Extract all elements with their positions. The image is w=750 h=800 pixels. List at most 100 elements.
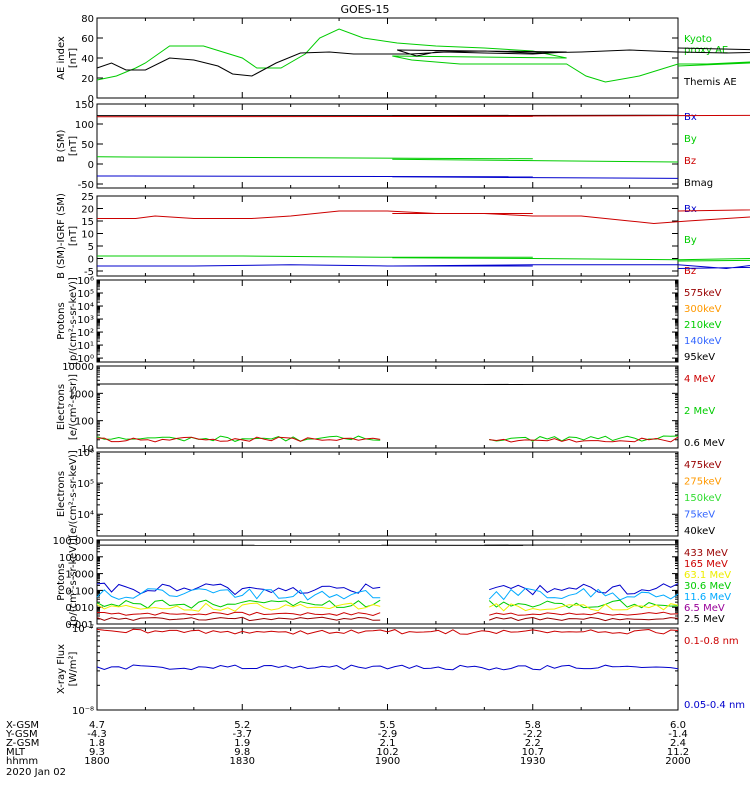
legend-label: Themis AE (683, 77, 737, 88)
legend-label: 275keV (684, 477, 722, 488)
series-line (488, 599, 679, 609)
y-axis-label: [nT] (68, 226, 79, 246)
legend-label: 11.6 MeV (684, 592, 731, 603)
y-tick-label: 10 (81, 444, 94, 455)
y-axis-label: AE index (56, 36, 67, 80)
y-axis-label: B (SM)-IGRF (SM) (56, 193, 67, 279)
legend-label: 300keV (684, 304, 722, 315)
y-tick-label: 10⁶ (77, 448, 94, 459)
y-tick-label: 0.010 (65, 603, 94, 614)
y-tick-label: 20 (81, 205, 94, 216)
series-line (96, 599, 381, 609)
y-tick-label: 0 (88, 94, 94, 105)
y-axis-label: [p/(cm²-s-sr-keV)] (68, 277, 79, 365)
ephemeris-value: 1.8 (89, 738, 105, 749)
y-tick-label: 10⁶ (77, 276, 94, 287)
y-axis-label: B (SM) (56, 129, 67, 162)
series-line (392, 264, 750, 270)
y-tick-label: 0.100 (65, 586, 94, 597)
legend-label: By (684, 235, 697, 246)
y-axis-label: [nT] (68, 48, 79, 68)
legend-label: 210keV (684, 320, 722, 331)
panel-2: -50 0 50 100 150 B (SM) [nT] Bx By Bz Bmag (56, 100, 750, 191)
y-tick-label: 0 (88, 255, 94, 266)
y-tick-label: 40 (81, 54, 94, 65)
ephemeris-value: 2.4 (670, 738, 686, 749)
legend-label: 165 MeV (684, 559, 728, 570)
legend-label: 63.1 MeV (684, 570, 731, 581)
y-tick-label: -50 (78, 180, 94, 191)
y-tick-label: 100 (75, 120, 94, 131)
panel-5: 10 100 1000 10000 Electrons [e/(cm²-s-sr)] 4 M… (56, 362, 725, 455)
series-line (96, 616, 381, 622)
y-tick-label: 10000 (62, 362, 94, 373)
y-axis-label: [nT] (68, 136, 79, 156)
legend-label: 150keV (684, 493, 722, 504)
panel-frame (96, 195, 679, 277)
y-tick-label: 80 (81, 14, 94, 25)
series-line (96, 664, 679, 671)
legend-label: 0.05-0.4 nm (684, 700, 745, 711)
panel-frame (96, 451, 679, 537)
legend-label: 95keV (684, 352, 715, 363)
series-line (489, 616, 679, 622)
series-line (392, 257, 750, 262)
series-line (96, 47, 750, 77)
ephemeris-value: 9.3 (89, 747, 105, 758)
legend-label: 2 MeV (684, 406, 715, 417)
series-line (96, 175, 533, 178)
y-tick-label: 10⁴ (77, 302, 94, 313)
ephemeris-value: 11.2 (667, 747, 689, 758)
legend-label: proxy AE (684, 45, 728, 56)
ephemeris-value: 2.1 (380, 738, 396, 749)
y-tick-label: 10⁻⁷ (72, 624, 94, 635)
y-axis-label: [e/(cm²-s-sr-keV)] (68, 450, 79, 538)
legend-label: Bz (684, 156, 696, 167)
ephemeris-value: 10.2 (376, 747, 398, 758)
ephemeris-value: 9.8 (234, 747, 250, 758)
ephemeris-value: 5.8 (525, 720, 541, 731)
ephemeris-axis: X-GSM 4.7 5.2 5.5 5.8 6.0 Y-GSM -4.3 -3.7 -2.9 -2.… (5, 720, 691, 767)
series-line (488, 603, 679, 612)
legend-label: Bmag (684, 178, 713, 189)
y-tick-label: 0 (88, 160, 94, 171)
y-axis-label: [p/(cm²-s-sr-keV)] (68, 538, 79, 626)
series-line (392, 209, 750, 225)
y-axis-label: Protons (56, 563, 67, 600)
y-axis-label: Electrons (56, 384, 67, 430)
legend-label: 4 MeV (684, 374, 715, 385)
series-line (392, 158, 679, 163)
series-line (97, 611, 381, 617)
ephemeris-value: 4.7 (89, 720, 105, 731)
legend-label: 140keV (684, 336, 722, 347)
y-tick-label: 1.000 (65, 570, 94, 581)
panel-8: 10⁻⁸ 10⁻⁷ X-ray Flux [W/m²] 0.1-0.8 nm 0.05-0… (56, 624, 745, 717)
y-tick-label: 25 (81, 192, 94, 203)
series-line (489, 583, 679, 596)
legend-label: 2.5 MeV (684, 614, 725, 625)
panel-frame (96, 17, 679, 99)
y-tick-label: 15 (81, 217, 94, 228)
y-axis-label: X-ray Flux (56, 644, 67, 694)
series-line (97, 255, 533, 258)
y-tick-label: 100 (75, 417, 94, 428)
y-tick-label: 60 (81, 34, 94, 45)
y-tick-label: 150 (75, 100, 94, 111)
legend-label: Bx (684, 204, 697, 215)
series-line (489, 611, 679, 616)
y-tick-label: 5 (88, 242, 94, 253)
ephemeris-value: -2.9 (378, 729, 398, 740)
y-axis-label: [W/m²] (68, 651, 79, 686)
y-tick-label: 10⁻⁸ (72, 706, 94, 717)
ephemeris-value: -3.7 (232, 729, 252, 740)
y-tick-label: 10⁰ (77, 354, 94, 365)
series-line (488, 587, 679, 601)
panel-frame (96, 279, 679, 363)
y-tick-label: 20 (81, 74, 94, 85)
legend-label: 575keV (684, 288, 722, 299)
series-line (97, 210, 533, 219)
panel-frame (96, 539, 679, 625)
legend-label: 75keV (684, 510, 715, 521)
